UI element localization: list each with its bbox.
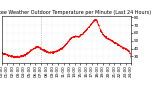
Title: Milwaukee Weather Outdoor Temperature per Minute (Last 24 Hours): Milwaukee Weather Outdoor Temperature pe… — [0, 10, 152, 15]
